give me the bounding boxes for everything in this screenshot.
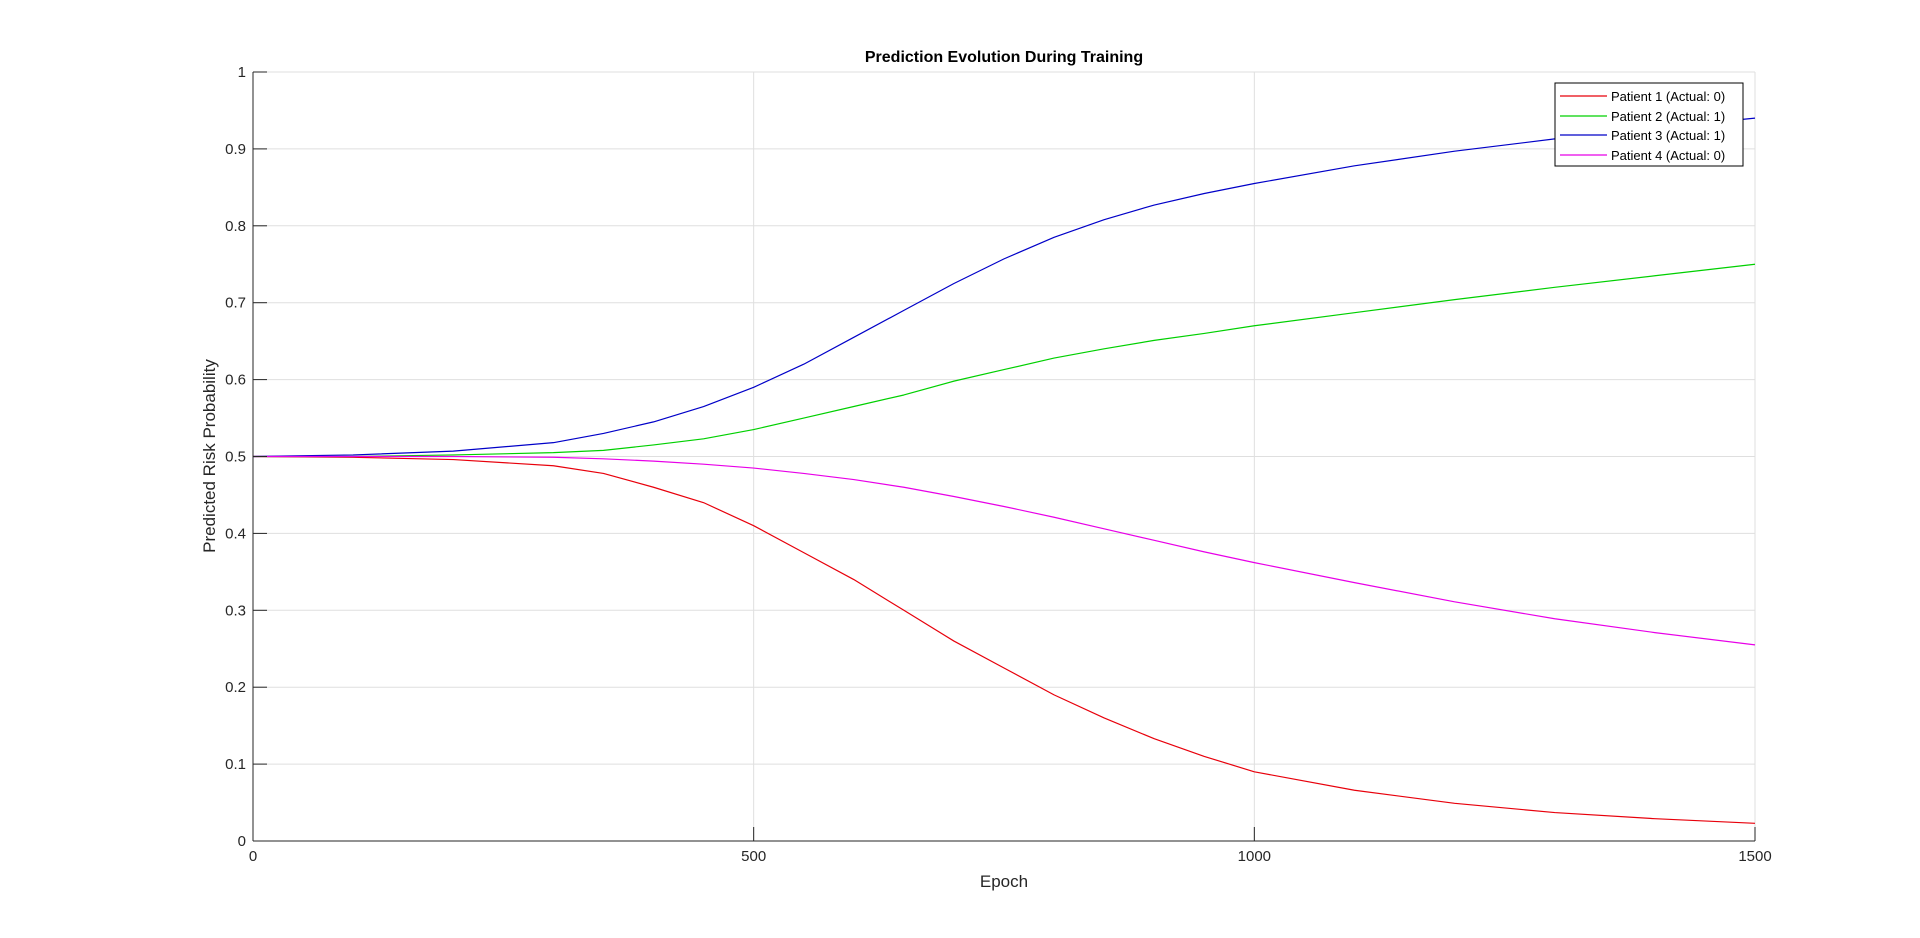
legend-box [1554,82,1744,167]
y-tick-label-2: 0.2 [225,679,246,696]
y-tick-label-8: 0.8 [225,218,246,235]
legend-entry-4: Patient 4 (Actual: 0) [1611,148,1725,163]
y-tick-label-6: 0.6 [225,372,246,389]
chart-title: Prediction Evolution During Training [865,49,1143,66]
series-line-4 [253,455,1756,646]
y-tick-label-4: 0.4 [225,525,246,542]
series-line-3 [252,117,1756,458]
axes [252,71,1756,842]
legend-entry-1: Patient 1 (Actual: 0) [1611,89,1725,104]
series-line-2 [253,263,1756,458]
x-tick-label-2: 1000 [1238,848,1271,865]
x-tick-label-1: 500 [741,848,766,865]
y-tick-label-1: 0.1 [225,756,246,773]
x-tick-label-0: 0 [249,848,257,865]
series-line-1 [252,455,1756,824]
tick-labels: 0 500 1000 1500 0 0.1 0.2 0.3 0.4 0.5 0.6 0.7 0.8 0.9… [225,64,1772,865]
y-tick-label-10: 1 [238,64,246,81]
series-lines [252,117,1756,824]
y-tick-label-7: 0.7 [225,295,246,312]
legend-entry-3: Patient 3 (Actual: 1) [1611,128,1725,143]
legend-entry-2: Patient 2 (Actual: 1) [1611,109,1725,124]
x-axis-label: Epoch [980,872,1028,891]
y-tick-label-0: 0 [238,833,246,850]
x-tick-label-3: 1500 [1738,848,1771,865]
legend: Patient 1 (Actual: 0) Patient 2 (Actual:… [1554,82,1744,167]
y-tick-label-5: 0.5 [225,449,246,466]
y-tick-label-9: 0.9 [225,141,246,158]
y-axis-label: Predicted Risk Probability [200,359,219,553]
y-tick-label-3: 0.3 [225,602,246,619]
